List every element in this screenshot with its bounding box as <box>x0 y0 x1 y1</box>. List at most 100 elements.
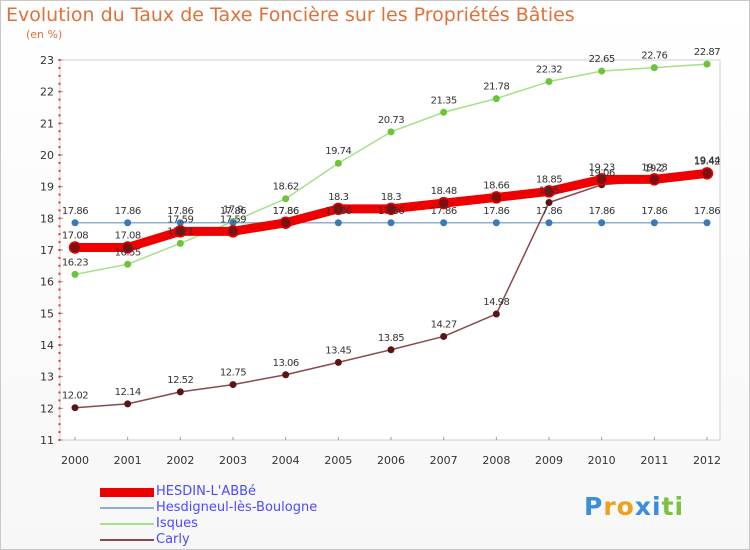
legend-item-hesdigneul[interactable]: Hesdigneul-lès-Boulogne <box>100 500 317 516</box>
y-axis-dot <box>58 241 61 244</box>
data-label-isques: 16.55 <box>115 247 141 258</box>
data-label-hesdigneul: 17.86 <box>220 206 246 217</box>
data-label-hesdin: 18.66 <box>483 180 509 191</box>
logo-letter: i <box>652 492 662 521</box>
data-point-hesdin <box>68 241 82 254</box>
data-label-hesdigneul: 17.86 <box>536 206 562 217</box>
data-point-carly <box>334 358 342 366</box>
plot-area <box>59 59 721 441</box>
data-point-isques <box>71 270 79 278</box>
data-point-hesdin <box>648 173 661 186</box>
y-axis-dot <box>58 359 61 362</box>
data-point-isques <box>176 239 184 247</box>
data-point-hesdigneul <box>703 219 711 227</box>
data-label-hesdigneul: 17.86 <box>694 206 720 217</box>
data-point-isques <box>334 159 342 167</box>
legend-item-isques[interactable]: Isques <box>100 516 317 532</box>
y-tick-label: 19 <box>40 181 54 194</box>
y-axis-dot <box>58 225 61 228</box>
data-label-hesdin: 19.42 <box>694 156 720 167</box>
data-point-carly <box>71 404 79 412</box>
data-point-hesdin <box>174 225 187 238</box>
y-axis-dot <box>58 130 61 133</box>
y-tick-label: 14 <box>40 339 54 352</box>
y-tick-label: 21 <box>40 117 54 130</box>
y-tick-label: 22 <box>40 86 54 99</box>
y-axis-dot <box>58 209 61 212</box>
y-axis-dot <box>58 351 61 354</box>
data-label-isques: 22.65 <box>589 54 615 65</box>
y-axis-dot <box>58 280 61 283</box>
data-label-carly: 12.52 <box>167 375 193 386</box>
y-axis-dot <box>58 193 61 196</box>
legend-label-carly: Carly <box>156 532 190 547</box>
y-axis-dot <box>58 272 61 275</box>
data-label-isques: 22.87 <box>694 47 720 58</box>
legend-swatch-isques <box>100 523 154 525</box>
chart-title: Evolution du Taux de Taxe Foncière sur l… <box>6 4 575 26</box>
data-label-isques: 17.9 <box>223 205 243 216</box>
data-label-hesdin: 17.86 <box>273 206 299 217</box>
x-tick-label: 2007 <box>430 454 458 467</box>
data-point-hesdigneul <box>387 219 395 227</box>
data-point-isques <box>440 108 448 116</box>
data-label-carly: 13.06 <box>273 358 299 369</box>
y-tick-label: 15 <box>40 307 54 320</box>
y-tick-label: 23 <box>40 54 54 67</box>
data-point-hesdigneul <box>334 219 342 227</box>
legend-label-isques: Isques <box>156 516 198 531</box>
data-label-carly: 12.14 <box>115 387 141 398</box>
y-axis-dot <box>58 407 61 410</box>
legend-item-hesdin[interactable]: HESDIN-L'ABBé <box>100 484 317 500</box>
legend-item-carly[interactable]: Carly <box>100 532 317 548</box>
data-point-carly <box>124 400 132 408</box>
data-point-hesdin <box>595 173 608 186</box>
y-axis-dot <box>58 146 61 149</box>
y-axis-dot <box>58 399 61 402</box>
y-axis-dot <box>58 90 61 93</box>
y-tick-label: 18 <box>40 212 54 225</box>
y-axis-dot <box>58 169 61 172</box>
y-axis-dot <box>58 201 61 204</box>
data-point-hesdin <box>226 225 240 238</box>
y-axis-dot <box>58 106 61 109</box>
y-tick-label: 16 <box>40 276 54 289</box>
data-point-hesdin <box>437 196 450 210</box>
data-label-hesdigneul: 17.86 <box>378 206 404 217</box>
data-point-hesdigneul <box>492 219 500 227</box>
y-tick-label: 13 <box>40 371 54 384</box>
data-label-hesdigneul: 17.86 <box>431 206 457 217</box>
data-point-hesdin <box>279 216 292 230</box>
x-tick-label: 2010 <box>588 454 616 467</box>
data-label-hesdigneul: 17.86 <box>62 206 88 217</box>
data-label-carly: 19.44 <box>694 156 720 167</box>
y-axis-dot <box>58 82 61 85</box>
data-point-carly <box>492 310 500 318</box>
data-label-isques: 18.62 <box>273 182 299 193</box>
data-label-carly: 13.85 <box>378 333 404 344</box>
data-label-hesdin: 18.3 <box>328 192 348 203</box>
y-axis-dot <box>58 320 61 323</box>
data-point-hesdigneul <box>598 219 606 227</box>
data-point-carly <box>176 388 184 396</box>
x-tick-label: 2002 <box>166 454 194 467</box>
data-point-hesdigneul <box>545 219 553 227</box>
data-label-carly: 12.75 <box>220 368 246 379</box>
logo-letter: o <box>616 492 635 521</box>
legend: HESDIN-L'ABBé Hesdigneul-lès-Boulogne Is… <box>100 484 317 548</box>
x-tick-label: 2009 <box>535 454 563 467</box>
data-point-isques <box>387 128 395 136</box>
data-label-hesdin: 17.59 <box>220 214 246 225</box>
y-axis-dot <box>58 256 61 259</box>
x-tick-label: 2008 <box>482 454 510 467</box>
data-label-hesdin: 17.08 <box>115 230 141 241</box>
data-point-isques <box>124 260 132 268</box>
x-tick-label: 2000 <box>61 454 89 467</box>
y-axis-dot <box>58 154 61 156</box>
y-axis-dot <box>58 138 61 141</box>
data-label-hesdigneul: 17.86 <box>273 206 299 217</box>
y-axis-dot <box>58 59 61 61</box>
x-tick-label: 2001 <box>114 454 142 467</box>
y-axis-dot <box>58 391 61 394</box>
